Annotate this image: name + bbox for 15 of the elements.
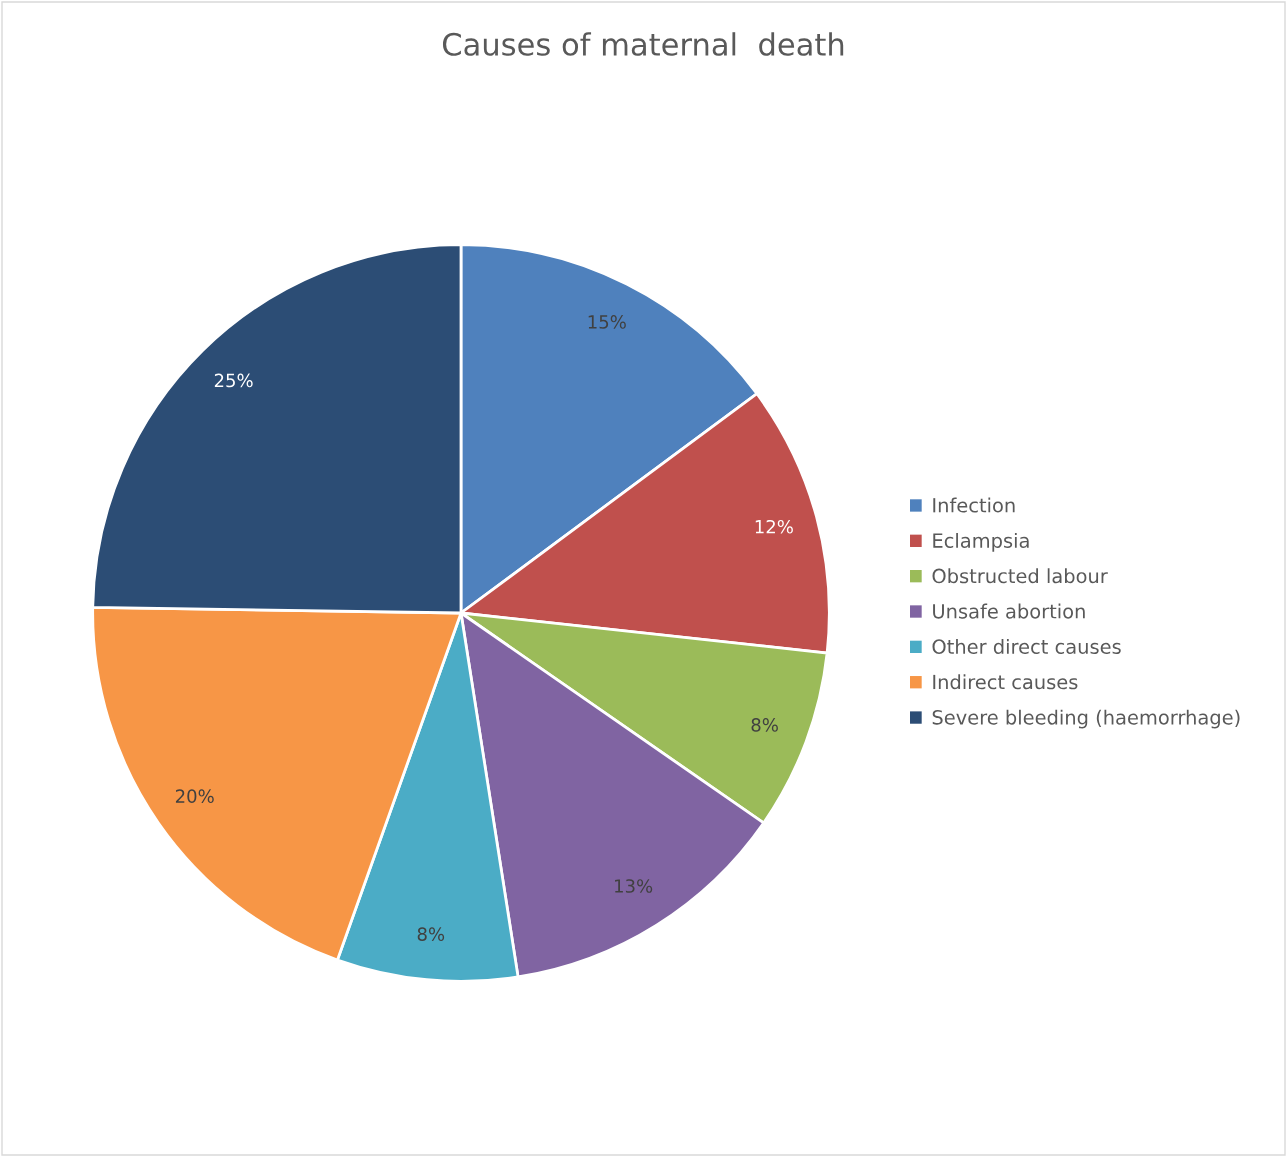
data-label: 25% [214,373,253,388]
legend-label: Severe bleeding (haemorrhage) [932,709,1240,729]
data-label: 8% [417,927,445,941]
data-label: 13% [615,879,653,893]
legend-label: Infection [933,497,1015,513]
legend-label: Unsafe abortion [933,603,1085,619]
legend-label: Other direct causes [932,638,1121,654]
data-label: 12% [755,519,793,534]
data-label: 15% [588,315,626,329]
data-label: 8% [751,718,778,732]
data-label: 20% [175,789,214,803]
legend-label: Indirect causes [933,674,1078,690]
chart-title: Causes of maternal death [442,32,844,56]
legend-label: Eclampsia [933,532,1029,552]
legend-label: Obstructed labour [932,568,1108,584]
